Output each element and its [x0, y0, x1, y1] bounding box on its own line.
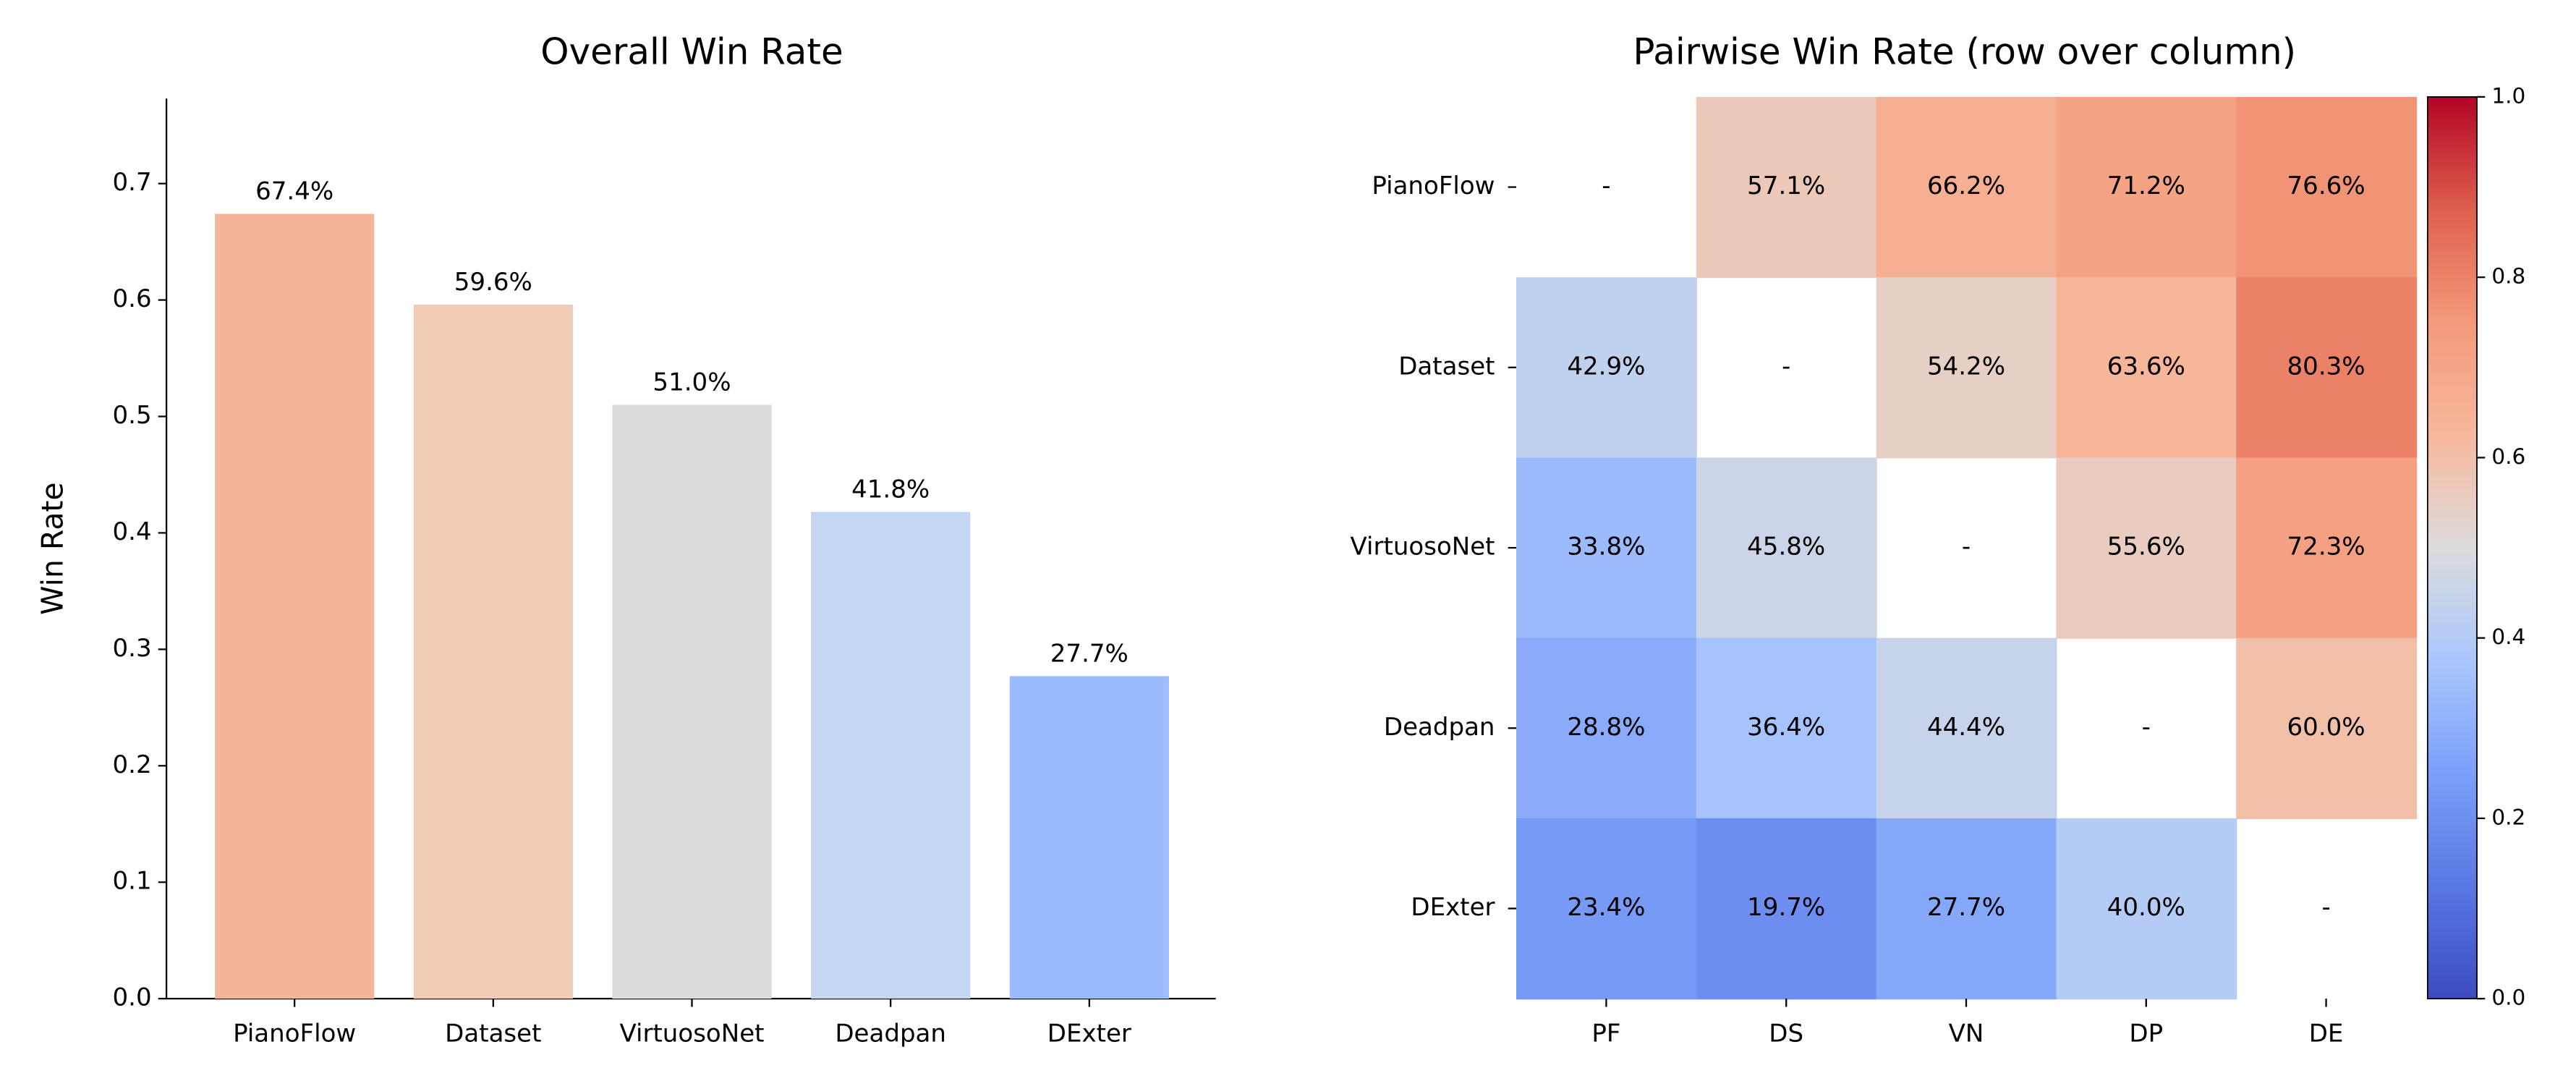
cell-label: 42.9%	[1567, 352, 1645, 381]
x-tick-label: DS	[1769, 1020, 1803, 1048]
y-axis-label: Win Rate	[35, 482, 70, 614]
heatmap-cell	[1696, 637, 1877, 820]
heatmap-cell	[1516, 637, 1697, 820]
x-tick-label: VirtuosoNet	[619, 1020, 764, 1048]
cell-label: 28.8%	[1567, 713, 1645, 742]
heatmap-cell	[1516, 457, 1697, 639]
cell-label: 33.8%	[1567, 533, 1645, 562]
heatmap-cell	[2236, 457, 2418, 639]
colorbar-tick-label: 1.0	[2491, 83, 2525, 108]
bar	[413, 305, 573, 999]
cell-label: 36.4%	[1747, 713, 1825, 742]
y-tick-label: DExter	[1411, 893, 1495, 922]
y-tick-label: 0.0	[113, 983, 152, 1012]
heatmap-cell	[1876, 818, 2057, 1000]
cell-label: -	[1602, 171, 1610, 200]
cell-label: 27.7%	[1927, 893, 2005, 922]
heatmap-cell	[1876, 637, 2057, 820]
cell-label: 66.2%	[1927, 171, 2005, 200]
cell-label: 76.6%	[2287, 171, 2365, 200]
heatmap-cell	[1516, 818, 1697, 1000]
bar	[215, 213, 375, 999]
heatmap-cell	[1876, 96, 2057, 279]
x-tick-label: VN	[1949, 1020, 1984, 1048]
cell-label: 57.1%	[1747, 171, 1825, 200]
y-tick-label: 0.4	[113, 517, 152, 546]
bar	[1009, 676, 1169, 999]
y-tick-label: Deadpan	[1384, 713, 1495, 742]
heatmap-cell	[2056, 457, 2237, 639]
value-label: 27.7%	[1050, 639, 1128, 668]
cell-label: 60.0%	[2287, 713, 2365, 742]
colorbar-tick-label: 0.4	[2491, 624, 2525, 649]
x-tick-label: Deadpan	[835, 1020, 946, 1048]
cell-label: 45.8%	[1747, 533, 1825, 562]
bar	[612, 404, 772, 999]
y-tick-label: 0.2	[113, 750, 152, 779]
y-tick-label: PianoFlow	[1372, 171, 1495, 200]
heatmap-cell	[2056, 277, 2237, 459]
cell-label: -	[2142, 713, 2151, 742]
heatmap-cell	[2056, 96, 2237, 279]
x-tick-label: Dataset	[445, 1020, 541, 1048]
heatmap-cell	[1696, 457, 1877, 639]
y-tick-label: 0.7	[113, 168, 152, 197]
heatmap-cell	[2236, 277, 2418, 459]
y-tick-label: 0.3	[113, 634, 152, 663]
y-tick-label: 0.6	[113, 284, 152, 313]
heatmap-cell	[1876, 277, 2057, 459]
heatmap-cell	[2236, 637, 2418, 820]
chart-title: Overall Win Rate	[540, 30, 843, 72]
x-tick-label: DP	[2129, 1020, 2163, 1048]
heatmap-cell	[2056, 818, 2237, 1000]
colorbar-tick-label: 0.2	[2491, 805, 2525, 829]
cell-label: -	[1782, 352, 1790, 381]
colorbar-tick-label: 0.6	[2491, 444, 2525, 469]
cell-label: 80.3%	[2287, 352, 2365, 381]
heatmap-cell	[1516, 277, 1697, 459]
colorbar	[2426, 96, 2478, 1000]
y-tick-label: 0.5	[113, 401, 152, 430]
x-tick-label: PF	[1591, 1020, 1620, 1048]
cell-label: 72.3%	[2287, 533, 2365, 562]
heatmap-cell	[2236, 96, 2418, 279]
cell-label: 23.4%	[1567, 893, 1645, 922]
cell-label: -	[2321, 893, 2330, 922]
bar	[811, 512, 971, 999]
value-label: 59.6%	[454, 268, 532, 297]
cell-label: 40.0%	[2107, 893, 2185, 922]
heatmap-cell	[1696, 818, 1877, 1000]
value-label: 51.0%	[652, 368, 731, 397]
cell-label: 44.4%	[1927, 713, 2005, 742]
x-tick-label: PianoFlow	[233, 1020, 356, 1048]
colorbar-tick-label: 0.8	[2491, 264, 2525, 289]
x-tick-label: DE	[2309, 1020, 2344, 1048]
cell-label: 55.6%	[2107, 533, 2185, 562]
x-tick-label: DExter	[1047, 1020, 1131, 1048]
colorbar-tick-label: 0.0	[2491, 986, 2525, 1010]
y-tick-label: VirtuosoNet	[1351, 533, 1495, 562]
chart-title: Pairwise Win Rate (row over column)	[1633, 30, 2296, 72]
cell-label: 54.2%	[1927, 352, 2005, 381]
y-tick-label: 0.1	[113, 867, 152, 896]
y-tick-label: Dataset	[1398, 352, 1495, 381]
value-label: 41.8%	[851, 475, 930, 504]
cell-label: 63.6%	[2107, 352, 2185, 381]
cell-label: 71.2%	[2107, 171, 2185, 200]
cell-label: 19.7%	[1747, 893, 1825, 922]
cell-label: -	[1962, 533, 1971, 562]
heatmap-cell	[1696, 96, 1877, 279]
value-label: 67.4%	[255, 177, 333, 206]
